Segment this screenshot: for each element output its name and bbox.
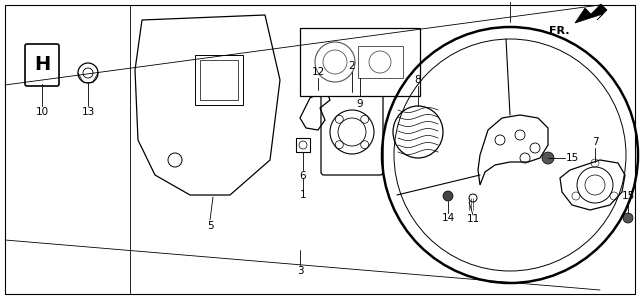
- Bar: [195, 55, 243, 105]
- Text: 2: 2: [349, 61, 355, 71]
- Text: 7: 7: [592, 137, 598, 147]
- Text: H: H: [34, 56, 50, 74]
- Text: 14: 14: [442, 213, 454, 223]
- Bar: [296, 138, 310, 152]
- Text: FR.: FR.: [550, 26, 570, 36]
- Text: 13: 13: [81, 107, 95, 117]
- Text: 1: 1: [300, 190, 307, 200]
- Text: 10: 10: [35, 107, 49, 117]
- Bar: [200, 60, 238, 100]
- Polygon shape: [575, 4, 607, 23]
- Text: 3: 3: [297, 266, 303, 276]
- Text: 15: 15: [621, 191, 635, 201]
- Text: 8: 8: [415, 75, 421, 85]
- Circle shape: [443, 191, 453, 201]
- Text: 11: 11: [467, 214, 479, 224]
- Text: 6: 6: [300, 171, 307, 181]
- Bar: [300, 28, 420, 96]
- Text: 5: 5: [207, 221, 213, 231]
- Circle shape: [623, 213, 633, 223]
- Text: 9: 9: [356, 99, 364, 109]
- Text: 12: 12: [312, 67, 324, 77]
- Bar: [358, 46, 403, 78]
- Text: 15: 15: [565, 153, 579, 163]
- Circle shape: [542, 152, 554, 164]
